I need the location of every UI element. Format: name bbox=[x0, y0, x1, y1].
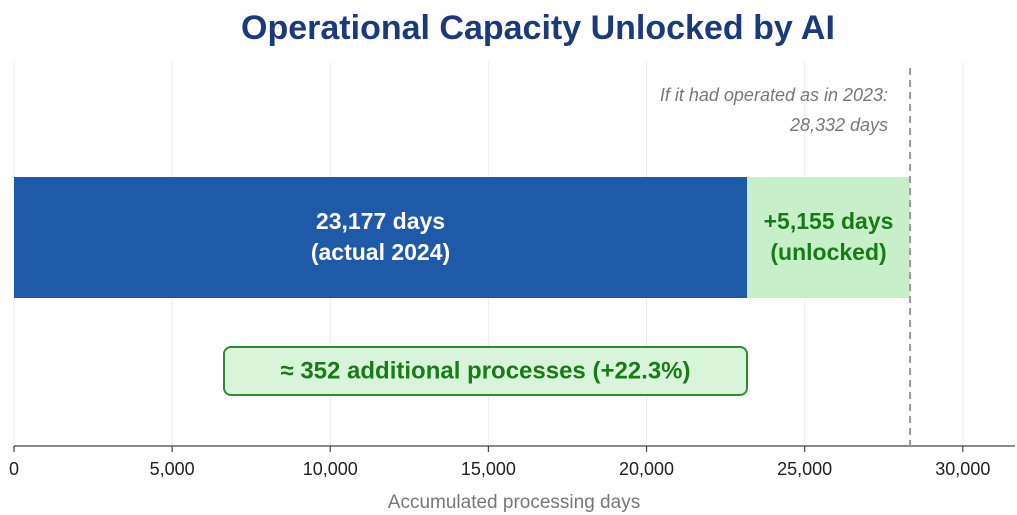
series-label: (actual 2024) bbox=[311, 239, 450, 265]
x-tick-label: 15,000 bbox=[461, 459, 516, 479]
reference-label: If it had operated as in 2023: bbox=[660, 85, 888, 105]
x-tick-label: 20,000 bbox=[619, 459, 674, 479]
value-label: 23,177 days bbox=[316, 208, 445, 234]
callout-box bbox=[223, 346, 748, 396]
x-tick-label: 0 bbox=[9, 459, 19, 479]
x-tick-label: 30,000 bbox=[935, 459, 990, 479]
bar-segment bbox=[14, 177, 748, 298]
reference-label: 28,332 days bbox=[789, 115, 888, 135]
x-axis-label: Accumulated processing days bbox=[388, 492, 640, 513]
callout-text: ≈ 352 additional processes (+22.3%) bbox=[280, 357, 690, 384]
x-tick-label: 5,000 bbox=[150, 459, 195, 479]
series-label: (unlocked) bbox=[770, 239, 886, 265]
chart-title: Operational Capacity Unlocked by AI bbox=[241, 9, 835, 47]
value-label: +5,155 days bbox=[764, 208, 894, 234]
x-tick-label: 25,000 bbox=[777, 459, 832, 479]
bar-segment bbox=[747, 177, 911, 298]
x-tick-label: 10,000 bbox=[303, 459, 358, 479]
